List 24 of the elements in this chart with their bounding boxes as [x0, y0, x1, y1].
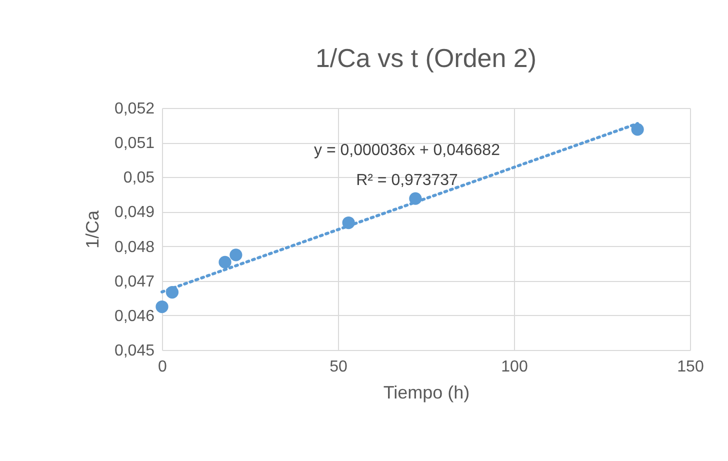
point: [156, 300, 168, 314]
point: [230, 248, 242, 262]
point: [631, 123, 644, 136]
y-tick-label: 0,048: [114, 238, 155, 256]
annotation: y = 0,000036x + 0,046682: [314, 142, 500, 159]
y-tick-label: 0,047: [114, 273, 155, 290]
y-tick-label: 0,052: [114, 100, 155, 118]
point: [166, 286, 179, 299]
x-tick-label: 0: [158, 358, 168, 376]
y-tick-label: 0,05: [123, 170, 155, 187]
x-axis-title: Tiempo (h): [383, 382, 470, 402]
y-tick-label: 0,049: [114, 204, 155, 222]
annotation: R² = 0,973737: [356, 172, 458, 189]
x-tick-label: 150: [677, 358, 704, 376]
point: [342, 216, 355, 230]
chart-title: 1/Ca vs t (Orden 2): [315, 43, 537, 73]
y-tick-label: 0,051: [114, 135, 155, 152]
y-axis-title: 1/Ca: [82, 210, 102, 249]
point: [409, 192, 422, 205]
y-tick-label: 0,045: [114, 342, 155, 360]
x-tick-label: 50: [330, 358, 348, 376]
y-tick-label: 0,046: [114, 308, 155, 325]
x-tick-label: 100: [501, 358, 528, 376]
point: [218, 256, 232, 268]
